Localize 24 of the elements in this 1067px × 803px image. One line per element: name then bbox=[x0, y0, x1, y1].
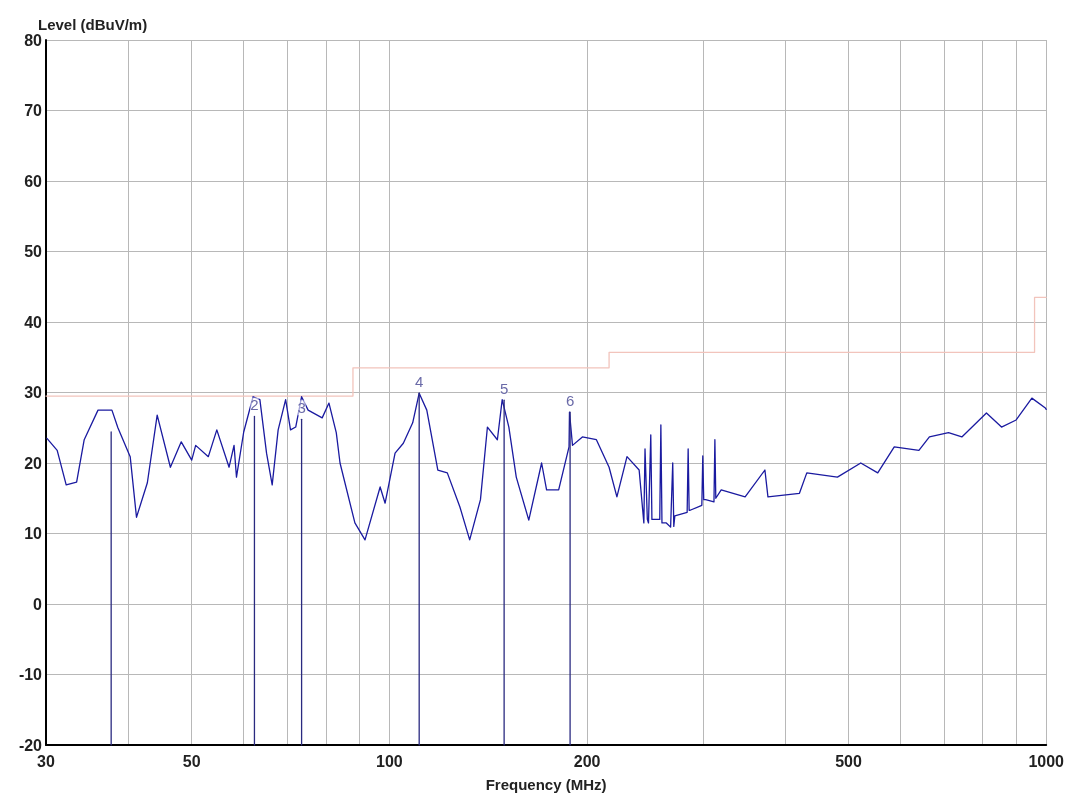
y-tick-label: -20 bbox=[18, 736, 43, 754]
x-axis-title: Frequency (MHz) bbox=[485, 776, 607, 793]
y-axis-title: Level (dBuV/m) bbox=[38, 16, 148, 34]
y-tick-label: 30 bbox=[24, 384, 43, 401]
y-tick-label: 70 bbox=[24, 102, 43, 119]
x-tick-label: 100 bbox=[376, 752, 403, 770]
y-tick-label: 80 bbox=[24, 31, 43, 49]
y-tick-label: -10 bbox=[18, 666, 43, 683]
x-tick-label: 200 bbox=[573, 752, 601, 770]
annotation: 4 bbox=[415, 373, 424, 391]
x-tick-label: 50 bbox=[182, 752, 201, 770]
annotation: 5 bbox=[499, 380, 509, 398]
annotation: 2 bbox=[250, 396, 259, 414]
y-tick-label: 10 bbox=[24, 525, 43, 542]
x-tick-label: 1000 bbox=[1028, 752, 1065, 770]
annotation: 6 bbox=[565, 392, 575, 410]
x-tick-label: 30 bbox=[37, 752, 55, 770]
y-tick-label: 60 bbox=[24, 172, 43, 190]
y-tick-label: 0 bbox=[33, 595, 43, 613]
y-tick-label: 20 bbox=[24, 454, 43, 472]
annotation: 3 bbox=[297, 399, 306, 417]
y-tick-label: 50 bbox=[24, 243, 43, 260]
x-tick-label: 500 bbox=[835, 752, 862, 770]
y-tick-label: 40 bbox=[24, 313, 43, 331]
